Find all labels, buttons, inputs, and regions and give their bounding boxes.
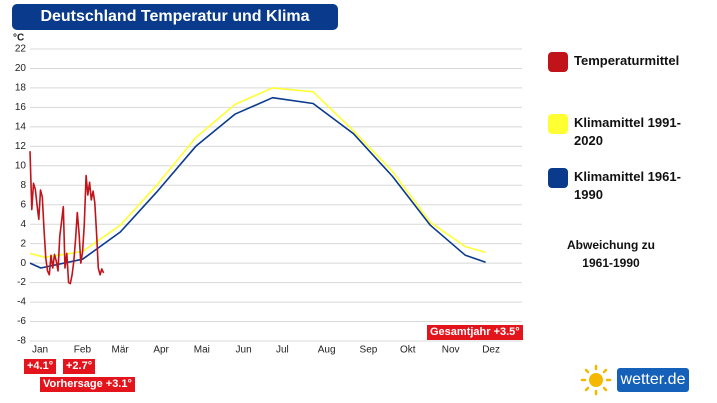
annotation: Vorhersage +3.1° (40, 377, 135, 392)
y-tick-label: 20 (15, 63, 27, 74)
y-tick-label: 6 (20, 199, 26, 210)
y-tick-label: 18 (15, 83, 27, 94)
y-tick-label: -6 (17, 316, 26, 327)
logo-sun (580, 364, 612, 396)
x-tick-label: Mär (112, 345, 130, 356)
series-line (29, 151, 105, 285)
x-tick-label: Sep (360, 345, 378, 356)
y-tick-label: -2 (17, 277, 26, 288)
y-tick-label: 16 (15, 102, 27, 113)
x-tick-label: Nov (442, 345, 460, 356)
y-tick-label: -4 (17, 297, 26, 308)
x-tick-label: Okt (400, 345, 416, 356)
logo-text: wetter.de (617, 368, 689, 392)
legend-label: Klimamittel 1961-1990 (574, 169, 681, 202)
x-tick-label: Jul (276, 345, 289, 356)
x-tick-label: Jun (236, 345, 252, 356)
legend-swatch (548, 114, 568, 134)
series-line (29, 87, 486, 259)
y-tick-label: 10 (15, 160, 27, 171)
legend-item: Klimamittel 1991-2020 (548, 114, 699, 150)
legend-swatch (548, 168, 568, 188)
y-tick-label: 4 (20, 219, 26, 230)
y-tick-label: 8 (20, 180, 26, 191)
legend-swatch (548, 52, 568, 72)
legend-item: Klimamittel 1961-1990 (548, 168, 699, 204)
note: Abweichung zu 1961-1990 (567, 238, 655, 270)
y-tick-label: 22 (15, 44, 27, 55)
legend-label: Temperaturmittel (574, 53, 680, 68)
grid (30, 48, 522, 342)
x-tick-label: Aug (318, 345, 336, 356)
x-tick-label: Dez (482, 345, 500, 356)
x-tick-label: Feb (74, 345, 92, 356)
x-tick-label: Apr (153, 345, 169, 356)
y-tick-label: 2 (20, 238, 26, 249)
annotation: Gesamtjahr +3.5° (427, 325, 523, 340)
y-axis-label: °C (13, 33, 24, 44)
legend-label: Klimamittel 1991-2020 (574, 115, 681, 148)
title-box: Deutschland Temperatur und Klima (12, 4, 338, 30)
annotation: +4.1° (24, 359, 57, 374)
series-line (29, 96, 486, 269)
y-tick-label: 12 (15, 141, 27, 152)
annotation: +2.7° (63, 359, 96, 374)
y-tick-label: 0 (20, 258, 26, 269)
y-tick-label: -8 (17, 336, 26, 347)
x-tick-label: Mai (194, 345, 210, 356)
legend-item: Temperaturmittel (548, 52, 699, 72)
y-tick-label: 14 (15, 122, 27, 133)
x-tick-label: Jan (32, 345, 48, 356)
